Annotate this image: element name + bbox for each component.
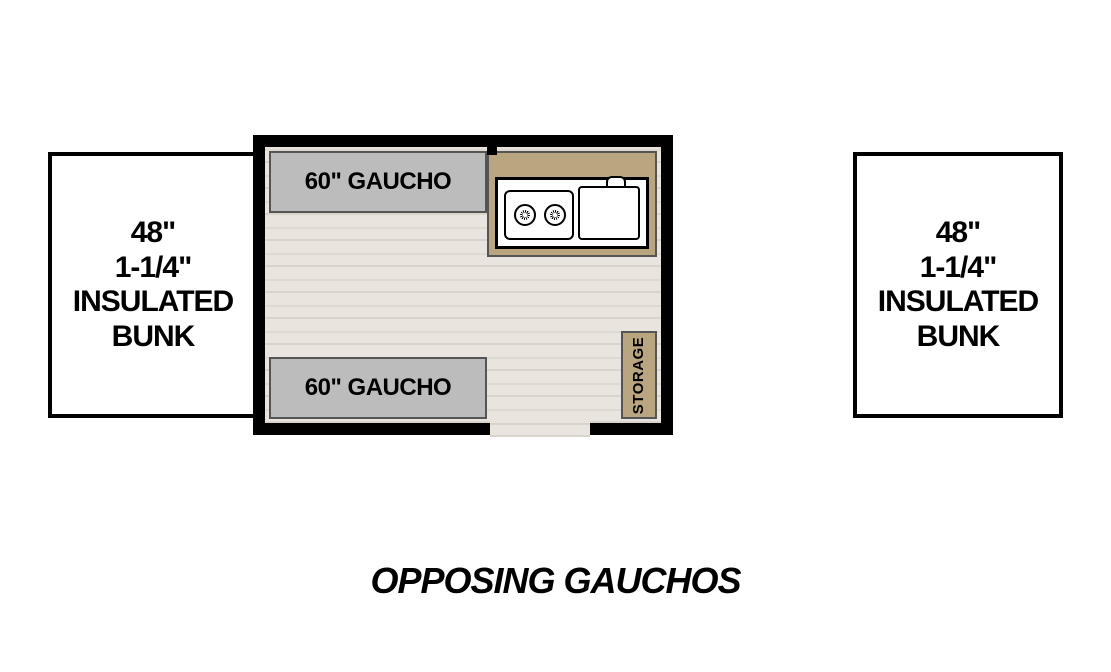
right-bunk-label: 48" 1-1/4" INSULATED BUNK: [878, 216, 1038, 354]
bunk-word: BUNK: [112, 320, 195, 353]
bunk-width: 48": [936, 216, 981, 249]
right-bunk: 48" 1-1/4" INSULATED BUNK: [853, 152, 1063, 418]
center-box: 60" GAUCHO 60" GAUCHO STORAGE: [253, 135, 673, 435]
kitchen-counter: [487, 151, 657, 257]
bunk-insulation: 1-1/4": [920, 251, 997, 284]
gaucho-top-label: 60" GAUCHO: [305, 168, 451, 196]
gaucho-bottom: 60" GAUCHO: [269, 357, 487, 419]
floorplan-container: 48" 1-1/4" INSULATED BUNK 60" GAUCHO 60"…: [48, 135, 1063, 435]
bunk-word: BUNK: [917, 320, 1000, 353]
faucet-icon: [606, 176, 626, 186]
burner-icon: [544, 204, 566, 226]
left-bunk: 48" 1-1/4" INSULATED BUNK: [48, 152, 258, 418]
gaucho-bottom-label: 60" GAUCHO: [305, 374, 451, 402]
door-opening: [490, 421, 590, 437]
bunk-width: 48": [131, 216, 176, 249]
bunk-insulated: INSULATED: [878, 285, 1038, 318]
floorplan-caption: OPPOSING GAUCHOS: [0, 560, 1111, 602]
left-bunk-label: 48" 1-1/4" INSULATED BUNK: [73, 216, 233, 354]
storage-label: STORAGE: [631, 336, 648, 413]
kitchen-surface: [495, 177, 649, 249]
wall-divider: [487, 145, 497, 155]
bunk-insulation: 1-1/4": [115, 251, 192, 284]
gaucho-top: 60" GAUCHO: [269, 151, 487, 213]
storage-cabinet: STORAGE: [621, 331, 657, 419]
burner-icon: [514, 204, 536, 226]
sink-icon: [578, 186, 640, 240]
stove-icon: [504, 190, 574, 240]
bunk-insulated: INSULATED: [73, 285, 233, 318]
